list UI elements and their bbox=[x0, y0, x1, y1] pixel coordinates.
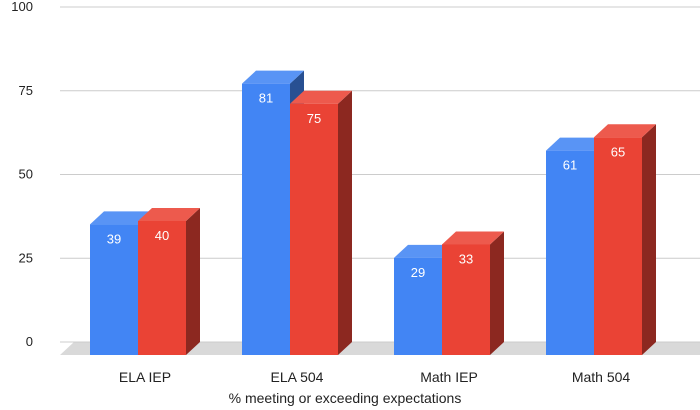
data-label: 39 bbox=[107, 231, 121, 246]
bar-side bbox=[186, 208, 200, 355]
bar-side bbox=[490, 231, 504, 355]
x-axis: ELA IEP ELA 504 Math IEP Math 504 bbox=[119, 369, 630, 385]
bar-top bbox=[394, 244, 456, 258]
data-label: 75 bbox=[307, 111, 321, 126]
y-tick-label: 100 bbox=[11, 0, 33, 14]
bar bbox=[138, 221, 186, 355]
data-label: 29 bbox=[411, 265, 425, 280]
bar bbox=[594, 137, 642, 355]
x-tick-label: Math 504 bbox=[572, 369, 631, 385]
bars: 39 40 81 75 29 33 61 65 bbox=[90, 70, 656, 356]
bar-top bbox=[90, 211, 152, 225]
bar-side bbox=[642, 124, 656, 355]
bar bbox=[290, 103, 338, 355]
bar-top bbox=[290, 90, 352, 104]
bar bbox=[394, 257, 442, 355]
data-label: 81 bbox=[259, 91, 273, 106]
y-axis: 0 25 50 75 100 bbox=[11, 0, 33, 349]
y-tick-label: 25 bbox=[19, 250, 33, 265]
bar-side bbox=[338, 90, 352, 355]
bar-top bbox=[594, 124, 656, 138]
y-tick-label: 50 bbox=[19, 167, 33, 182]
bar-top bbox=[442, 231, 504, 245]
bar bbox=[242, 83, 290, 356]
x-tick-label: ELA IEP bbox=[119, 369, 171, 385]
data-label: 40 bbox=[155, 228, 169, 243]
data-label: 33 bbox=[459, 251, 473, 266]
bar bbox=[90, 224, 138, 355]
x-axis-title: % meeting or exceeding expectations bbox=[229, 390, 462, 406]
chart-floor bbox=[60, 342, 700, 355]
x-tick-label: ELA 504 bbox=[271, 369, 324, 385]
bar-top bbox=[546, 137, 608, 151]
y-tick-label: 75 bbox=[19, 83, 33, 98]
data-label: 65 bbox=[611, 144, 625, 159]
bar-top bbox=[242, 70, 304, 84]
chart-floor-layer bbox=[60, 342, 700, 355]
bar-top bbox=[138, 208, 200, 221]
x-tick-label: Math IEP bbox=[420, 369, 478, 385]
bar bbox=[546, 150, 594, 355]
bar bbox=[442, 244, 490, 355]
y-tick-label: 0 bbox=[26, 334, 33, 349]
data-label: 61 bbox=[563, 158, 577, 173]
